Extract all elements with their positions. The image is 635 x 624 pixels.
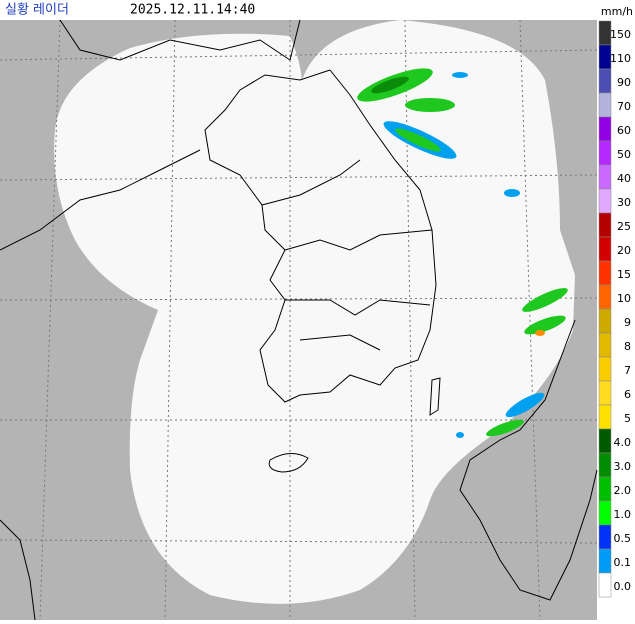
legend-swatch	[598, 428, 612, 454]
title: 실황 레이더	[5, 3, 69, 18]
legend-swatch	[598, 236, 612, 262]
legend-label: 0.5	[614, 532, 632, 545]
legend-swatch	[598, 140, 612, 166]
legend: 150 110 90 70 60 50 40 30 25 20 15 10 9 8 7 6 5 4.0 3.0 2.0…	[598, 20, 632, 598]
legend-label: 9	[624, 316, 631, 329]
legend-swatch	[598, 476, 612, 502]
legend-label: 0.1	[614, 556, 632, 569]
coastline	[0, 19, 598, 621]
legend-label: 5	[624, 412, 631, 425]
legend-label: 10	[617, 292, 631, 305]
precipitation	[357, 68, 568, 438]
legend-label: 60	[617, 124, 631, 137]
legend-label: 6	[624, 388, 631, 401]
legend-swatch	[598, 452, 612, 478]
legend-swatch	[598, 524, 612, 550]
legend-swatch	[598, 380, 612, 406]
legend-swatch	[598, 404, 612, 430]
radar-coverage	[54, 20, 575, 604]
legend-swatch	[598, 548, 612, 574]
legend-swatch	[598, 332, 612, 358]
grid	[0, 19, 598, 621]
legend-label: 8	[624, 340, 631, 353]
legend-swatch	[598, 260, 612, 286]
legend-label: 20	[617, 244, 631, 257]
map	[0, 19, 598, 621]
legend-label: 1.0	[614, 508, 632, 521]
legend-label: 90	[617, 76, 631, 89]
unit: mm/h	[601, 5, 633, 18]
legend-label: 40	[617, 172, 631, 185]
legend-label: 3.0	[614, 460, 632, 473]
legend-label: 15	[617, 268, 631, 281]
legend-swatch	[598, 284, 612, 310]
legend-label: 4.0	[614, 436, 632, 449]
legend-label: 0.0	[614, 580, 632, 593]
legend-label: 30	[617, 196, 631, 209]
legend-swatch	[598, 212, 612, 238]
legend-swatch	[598, 572, 612, 598]
header-bar	[0, 0, 635, 20]
legend-label: 110	[610, 52, 631, 65]
legend-label: 50	[617, 148, 631, 161]
legend-swatch	[598, 68, 612, 94]
legend-swatch	[598, 500, 612, 526]
legend-swatch	[598, 188, 612, 214]
legend-swatch	[598, 164, 612, 190]
legend-label: 70	[617, 100, 631, 113]
legend-label: 2.0	[614, 484, 632, 497]
legend-swatch	[598, 116, 612, 142]
legend-label: 150	[610, 28, 631, 41]
legend-label: 7	[624, 364, 631, 377]
legend-swatch	[598, 92, 612, 118]
legend-swatch	[598, 308, 612, 334]
legend-swatch	[598, 356, 612, 382]
legend-label: 25	[617, 220, 631, 233]
timestamp: 2025.12.11.14:40	[130, 3, 255, 18]
